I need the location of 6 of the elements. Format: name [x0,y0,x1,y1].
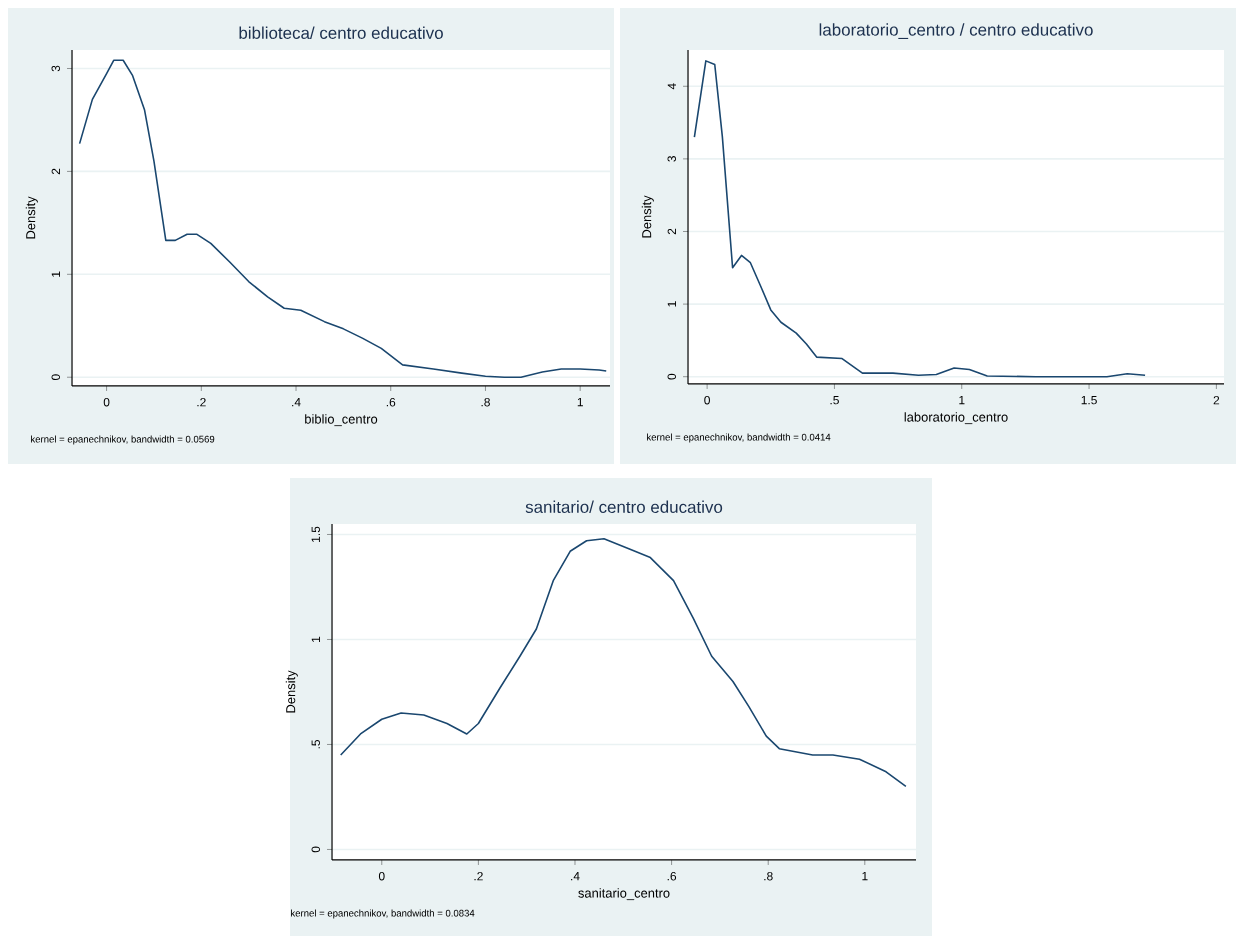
line-series [693,60,1146,378]
chart-title: sanitario/ centro educativo [525,500,723,513]
chart-title: biblioteca/ centro educativo [239,26,443,39]
line-series [339,537,907,788]
line-series [78,59,608,379]
chart-title: laboratorio_centro / centro educativo [819,23,1093,39]
